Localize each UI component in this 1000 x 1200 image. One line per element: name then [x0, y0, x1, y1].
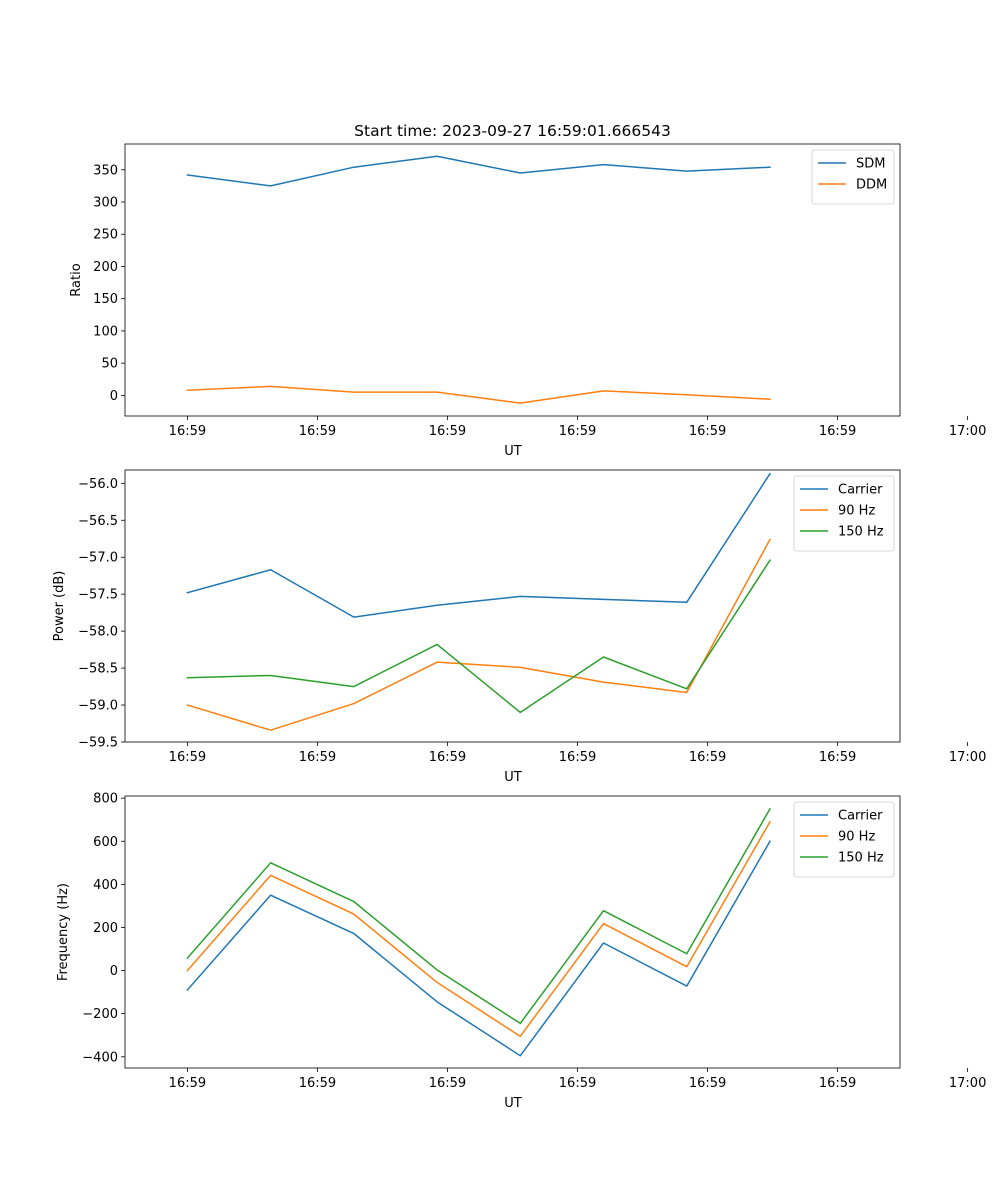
- legend-label-90-hz: 90 Hz: [838, 504, 875, 519]
- y-tick-label: −58.0: [78, 625, 118, 640]
- y-tick-label: 50: [101, 357, 118, 372]
- legend-box: [793, 801, 895, 878]
- y-axis-label: Frequency (Hz): [56, 883, 71, 981]
- y-tick-label: −57.5: [78, 588, 118, 603]
- y-tick-label: −59.0: [78, 699, 118, 714]
- x-axis-ticks: 16:59 16:59 16:59 16:59 16:59 16:59 17:00: [169, 742, 986, 765]
- x-axis-ticks: 16:59 16:59 16:59 16:59 16:59 16:59 17:00: [169, 416, 986, 439]
- x-tick-label: 16:59: [819, 1076, 856, 1091]
- series-line-90-hz: [186, 820, 771, 1038]
- y-tick-label: 0: [110, 964, 118, 979]
- x-tick-label: 16:59: [429, 1076, 466, 1091]
- x-tick-label: 17:00: [949, 1076, 986, 1091]
- legend-label-150-hz: 150 Hz: [838, 525, 884, 540]
- legend-label-150-hz: 150 Hz: [838, 851, 884, 866]
- series-group: [186, 472, 772, 731]
- series-line-carrier: [186, 472, 772, 618]
- series-group: [186, 807, 771, 1057]
- legend-label-90-hz: 90 Hz: [838, 830, 875, 845]
- legend-label-carrier: Carrier: [838, 809, 883, 824]
- x-tick-label: 16:59: [819, 424, 856, 439]
- y-tick-label: 600: [93, 835, 118, 850]
- x-tick-label: 17:00: [949, 750, 986, 765]
- y-tick-label: 300: [93, 196, 118, 211]
- x-tick-label: 16:59: [559, 424, 596, 439]
- y-tick-label: −56.5: [78, 514, 118, 529]
- y-tick-label: 100: [93, 324, 118, 339]
- figure-title: Start time: 2023-09-27 16:59:01.666543: [354, 122, 671, 140]
- series-line-sdm: [186, 155, 771, 187]
- x-tick-label: 16:59: [169, 424, 206, 439]
- legend: SDM DDM: [811, 149, 895, 205]
- series-line-ddm: [186, 385, 771, 404]
- x-tick-label: 16:59: [299, 750, 336, 765]
- legend-label-sdm: SDM: [856, 157, 885, 172]
- x-tick-label: 16:59: [689, 1076, 726, 1091]
- y-tick-label: −57.0: [78, 551, 118, 566]
- legend: Carrier 90 Hz 150 Hz: [793, 801, 895, 878]
- series-line-90-hz: [186, 538, 771, 731]
- x-tick-label: 16:59: [429, 750, 466, 765]
- x-axis-label: UT: [504, 444, 522, 459]
- y-tick-label: −200: [82, 1007, 118, 1022]
- y-tick-label: −56.0: [78, 477, 118, 492]
- x-tick-label: 16:59: [429, 424, 466, 439]
- y-tick-label: 200: [93, 921, 118, 936]
- legend-label-carrier: Carrier: [838, 483, 883, 498]
- y-tick-label: 400: [93, 878, 118, 893]
- x-tick-label: 16:59: [689, 750, 726, 765]
- plots-container: 16:59 16:59 16:59 16:59 16:59 16:59 17:00 0 50 10…: [52, 143, 986, 1111]
- y-tick-label: 0: [110, 389, 118, 404]
- x-axis-label: UT: [504, 770, 522, 785]
- y-axis-ticks: −59.5 −59.0 −58.5 −58.0 −57.5 −57.0 −56.5 −56.0: [78, 477, 125, 751]
- x-tick-label: 16:59: [819, 750, 856, 765]
- legend-box: [793, 475, 895, 552]
- y-tick-label: −59.5: [78, 736, 118, 751]
- x-tick-label: 17:00: [949, 424, 986, 439]
- y-tick-label: 350: [93, 163, 118, 178]
- y-tick-label: 200: [93, 260, 118, 275]
- series-line-150-hz: [186, 807, 771, 1025]
- y-tick-label: 800: [93, 792, 118, 807]
- x-axis-label: UT: [504, 1096, 522, 1111]
- y-axis-ticks: 0 50 100 150 200 250 300 350: [93, 163, 125, 404]
- series-line-150-hz: [186, 559, 772, 714]
- subplot-2: 16:59 16:59 16:59 16:59 16:59 16:59 17:00 −59.5…: [52, 469, 986, 785]
- subplot-3: 16:59 16:59 16:59 16:59 16:59 16:59 17:00−400−…: [56, 792, 986, 1111]
- y-axis-ticks: −400 −200 0 200 400 600 800: [82, 792, 125, 1065]
- axes-frame: [124, 469, 901, 743]
- x-tick-label: 16:59: [559, 1076, 596, 1091]
- y-axis-label: Ratio: [69, 263, 84, 296]
- y-tick-label: 150: [93, 292, 118, 307]
- series-line-carrier: [186, 840, 771, 1057]
- x-tick-label: 16:59: [559, 750, 596, 765]
- axes-frame: [124, 143, 901, 417]
- subplot-1: 16:59 16:59 16:59 16:59 16:59 16:59 17:00 0 50 10…: [69, 143, 986, 459]
- y-tick-label: −400: [82, 1050, 118, 1065]
- x-tick-label: 16:59: [689, 424, 726, 439]
- series-group: [186, 155, 771, 404]
- x-tick-label: 16:59: [299, 1076, 336, 1091]
- x-tick-label: 16:59: [299, 424, 336, 439]
- axes-frame: [124, 795, 901, 1069]
- x-tick-label: 16:59: [169, 1076, 206, 1091]
- legend-label-ddm: DDM: [856, 178, 887, 193]
- legend: Carrier 90 Hz 150 Hz: [793, 475, 895, 552]
- x-tick-label: 16:59: [169, 750, 206, 765]
- x-axis-ticks: 16:59 16:59 16:59 16:59 16:59 16:59 17:00: [169, 1068, 986, 1091]
- y-tick-label: 250: [93, 228, 118, 243]
- y-tick-label: −58.5: [78, 662, 118, 677]
- y-axis-label: Power (dB): [52, 571, 67, 642]
